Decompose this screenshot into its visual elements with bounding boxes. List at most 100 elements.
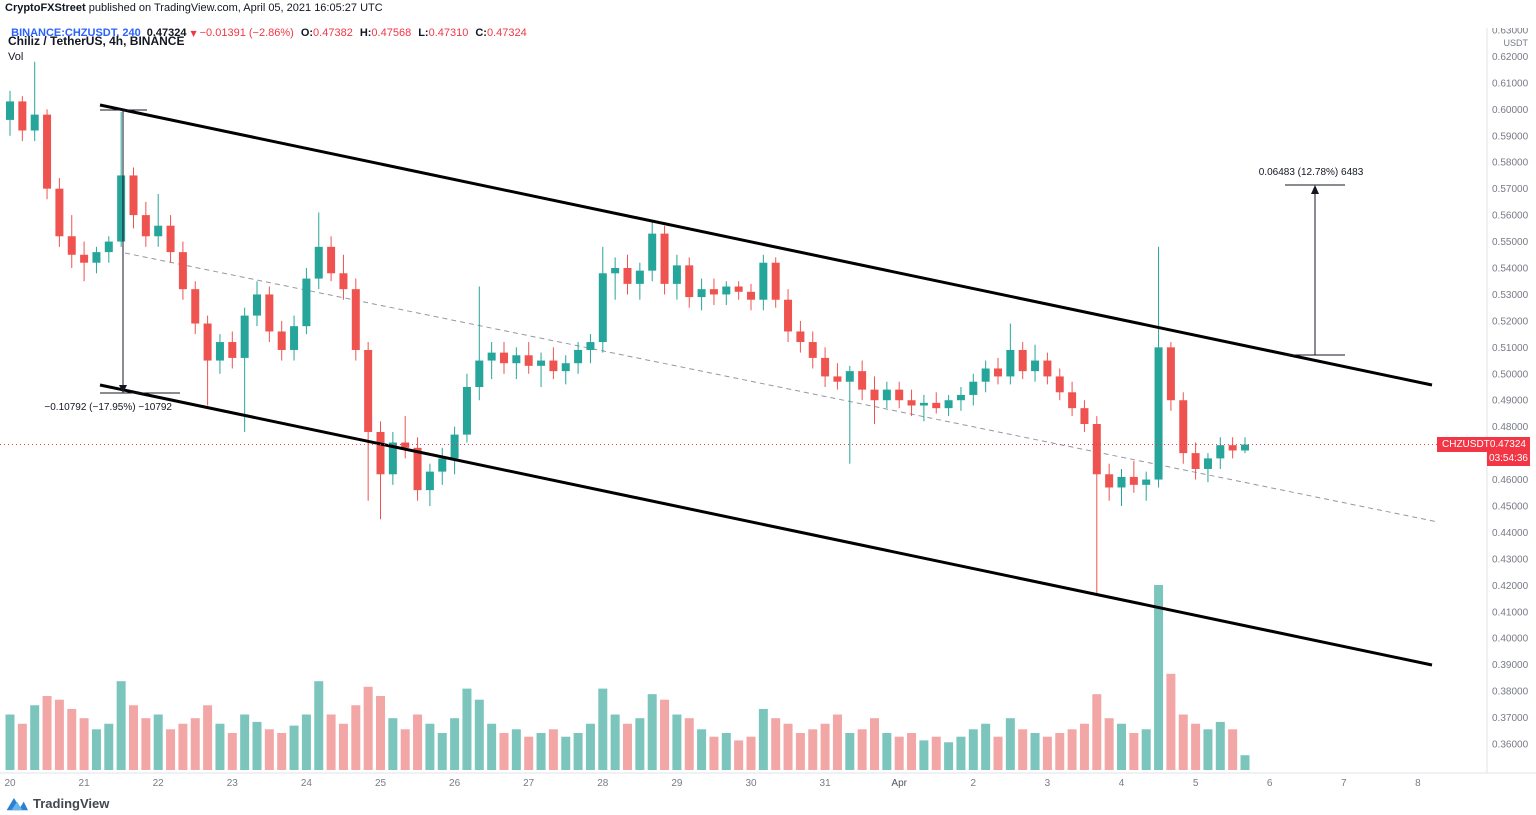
candle-body bbox=[364, 349, 373, 432]
volume-bar bbox=[1042, 736, 1052, 770]
time-label[interactable]: 7 bbox=[1341, 778, 1347, 789]
candle-body bbox=[796, 331, 805, 343]
candle-body bbox=[598, 273, 607, 343]
candle-body bbox=[759, 262, 768, 300]
candle-body bbox=[845, 371, 854, 382]
price-tick-label[interactable]: 0.40000 bbox=[1492, 634, 1529, 645]
tradingview-logo-icon[interactable] bbox=[6, 796, 28, 811]
time-label[interactable]: 5 bbox=[1193, 778, 1199, 789]
down-measure-label: −0.10792 (−17.95%) −10792 bbox=[44, 402, 172, 413]
price-tick-label[interactable]: 0.38000 bbox=[1492, 687, 1529, 698]
time-label[interactable]: 6 bbox=[1267, 778, 1273, 789]
volume-bar bbox=[264, 729, 274, 770]
volume-bar bbox=[277, 733, 287, 770]
price-tick-label[interactable]: 0.45000 bbox=[1492, 502, 1529, 513]
price-tick-label[interactable]: 0.36000 bbox=[1492, 740, 1529, 751]
candle-body bbox=[944, 400, 953, 409]
axis-unit-label[interactable]: USDT bbox=[1503, 38, 1529, 48]
volume-bar bbox=[1129, 733, 1139, 770]
publish-info: published on TradingView.com, April 05, … bbox=[85, 2, 383, 14]
volume-bar bbox=[289, 725, 299, 770]
candle-body bbox=[672, 265, 681, 284]
trendline-lower[interactable] bbox=[99, 383, 1433, 667]
time-label[interactable]: 29 bbox=[671, 778, 683, 789]
down-arrowhead-icon bbox=[119, 385, 127, 393]
legend-title[interactable]: Chiliz / TetherUS, 4h, BINANCE bbox=[8, 34, 185, 48]
candle-body bbox=[253, 294, 261, 316]
price-tick-label[interactable]: 0.50000 bbox=[1492, 369, 1529, 380]
time-label[interactable]: 4 bbox=[1119, 778, 1125, 789]
price-tick-label[interactable]: 0.57000 bbox=[1492, 184, 1529, 195]
price-tick-label[interactable]: 0.49000 bbox=[1492, 396, 1529, 407]
price-tick-label[interactable]: 0.53000 bbox=[1492, 290, 1529, 301]
volume-bar bbox=[561, 736, 571, 770]
trendline-upper[interactable] bbox=[99, 103, 1433, 387]
candle-body bbox=[821, 357, 830, 377]
candle-body bbox=[302, 278, 311, 327]
price-tick-label[interactable]: 0.39000 bbox=[1492, 660, 1529, 671]
price-tick-label[interactable]: 0.60000 bbox=[1492, 105, 1529, 116]
time-label[interactable]: 26 bbox=[449, 778, 461, 789]
volume-legend[interactable]: Vol bbox=[8, 51, 24, 63]
price-label[interactable]: CHZUSDT 0.47324 03:54:36 bbox=[1437, 436, 1530, 466]
time-label[interactable]: 22 bbox=[153, 778, 165, 789]
price-tick-label[interactable]: 0.58000 bbox=[1492, 158, 1529, 169]
price-tick-label[interactable]: 0.41000 bbox=[1492, 607, 1529, 618]
tradingview-logo-text[interactable]: TradingView bbox=[33, 796, 110, 811]
price-tick-label[interactable]: 0.52000 bbox=[1492, 316, 1529, 327]
candle-body bbox=[1043, 360, 1052, 377]
volume-bar bbox=[1178, 714, 1188, 770]
time-label[interactable]: 31 bbox=[820, 778, 832, 789]
time-label[interactable]: 8 bbox=[1415, 778, 1421, 789]
candle-body bbox=[55, 188, 64, 237]
time-label[interactable]: 27 bbox=[523, 778, 535, 789]
candle-body bbox=[537, 360, 546, 366]
candle-body bbox=[351, 289, 360, 350]
volume-bar bbox=[845, 733, 855, 770]
candle-body bbox=[401, 442, 410, 448]
price-tick-label[interactable]: 0.59000 bbox=[1492, 131, 1529, 142]
price-tick-label[interactable]: 0.48000 bbox=[1492, 422, 1529, 433]
price-tick-label[interactable]: 0.43000 bbox=[1492, 554, 1529, 565]
volume-bar bbox=[301, 714, 311, 770]
symbol-name[interactable]: BINANCE:CHZUSDT, 240 bbox=[11, 27, 141, 39]
price-tick-label[interactable]: 0.51000 bbox=[1492, 343, 1529, 354]
price-tick-label[interactable]: 0.61000 bbox=[1492, 78, 1529, 89]
volume-bar bbox=[1141, 729, 1151, 770]
volume-bar bbox=[635, 718, 645, 770]
time-label[interactable]: 3 bbox=[1045, 778, 1051, 789]
price-tick-label[interactable]: 0.62000 bbox=[1492, 52, 1529, 63]
open-value: 0.47382 bbox=[313, 27, 353, 39]
price-tick-label[interactable]: 0.55000 bbox=[1492, 237, 1529, 248]
high-label: H: bbox=[359, 27, 372, 39]
candle-body bbox=[956, 394, 965, 401]
chart-canvas[interactable]: −0.10792 (−17.95%) −10792 0.06483 (12.78%… bbox=[0, 28, 1536, 815]
time-label[interactable]: 30 bbox=[745, 778, 757, 789]
price-tick-label[interactable]: 0.42000 bbox=[1492, 581, 1529, 592]
price-tick-label[interactable]: 0.63000 bbox=[1492, 28, 1529, 37]
volume-bar bbox=[956, 736, 966, 770]
candle-body bbox=[228, 342, 237, 358]
open-label: O: bbox=[300, 27, 314, 39]
volume-bar bbox=[17, 723, 27, 770]
price-tick-label[interactable]: 0.56000 bbox=[1492, 211, 1529, 222]
price-tick-label[interactable]: 0.54000 bbox=[1492, 264, 1529, 275]
time-label[interactable]: 28 bbox=[597, 778, 609, 789]
time-label[interactable]: 20 bbox=[4, 778, 16, 789]
volume-bar bbox=[1067, 729, 1077, 770]
price-tick-label[interactable]: 0.44000 bbox=[1492, 528, 1529, 539]
volume-bar bbox=[203, 705, 213, 770]
volume-bar bbox=[1166, 673, 1176, 770]
time-label[interactable]: 24 bbox=[301, 778, 313, 789]
volume-bar bbox=[1104, 718, 1114, 770]
time-label[interactable]: 25 bbox=[375, 778, 387, 789]
time-label[interactable]: 21 bbox=[79, 778, 91, 789]
time-label[interactable]: 23 bbox=[227, 778, 239, 789]
time-label[interactable]: 2 bbox=[971, 778, 977, 789]
price-tick-label[interactable]: 0.46000 bbox=[1492, 475, 1529, 486]
time-label[interactable]: Apr bbox=[891, 778, 907, 789]
volume-bar bbox=[129, 705, 138, 770]
volume-bar bbox=[474, 699, 484, 770]
candle-body bbox=[1191, 453, 1200, 469]
price-tick-label[interactable]: 0.37000 bbox=[1492, 713, 1529, 724]
